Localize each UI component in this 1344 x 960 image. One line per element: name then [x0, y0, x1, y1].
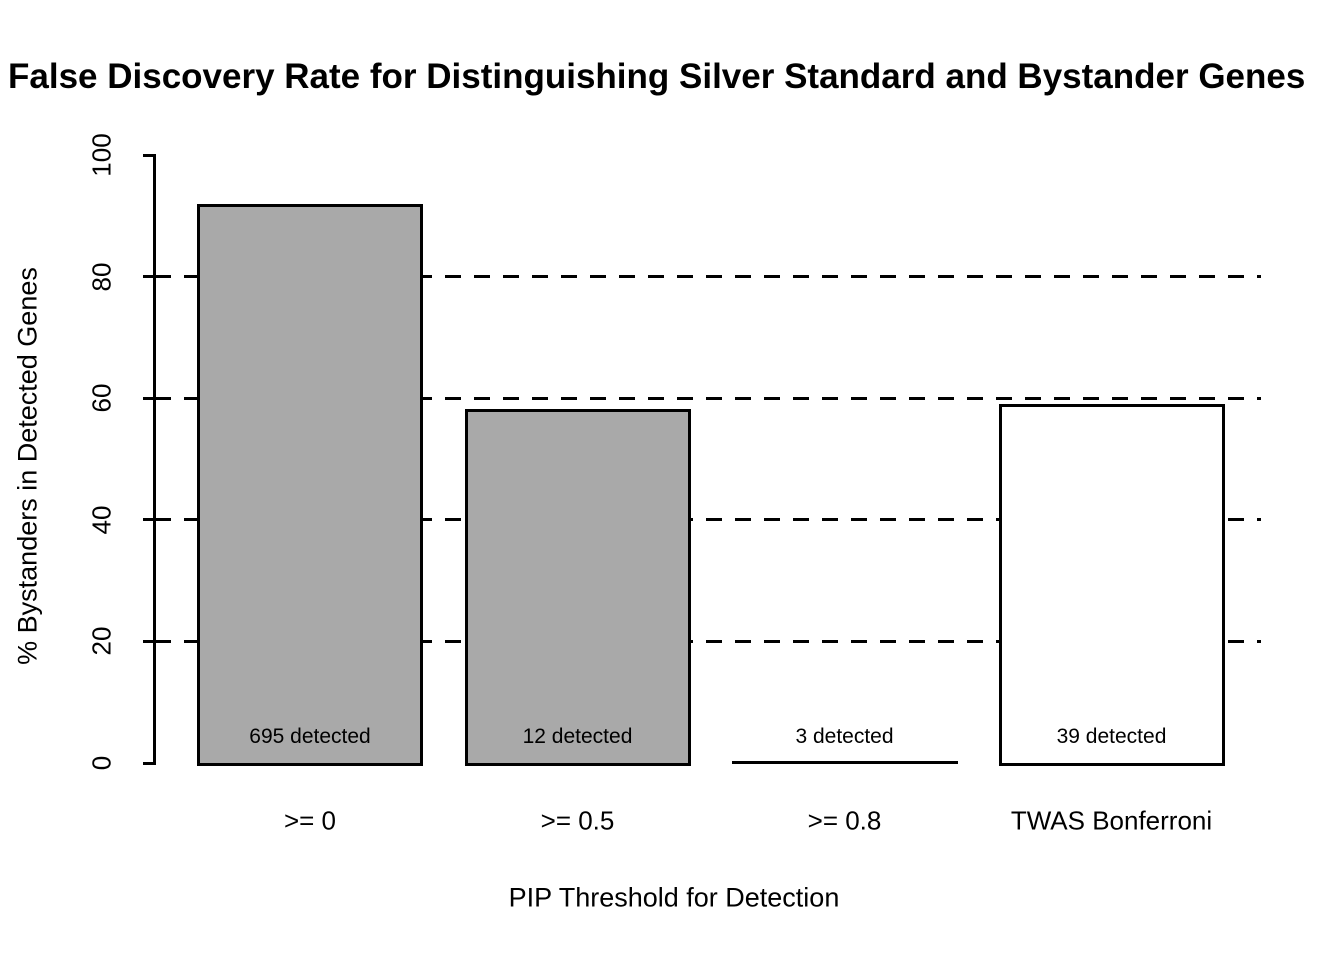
y-axis-line: [153, 153, 156, 765]
y-tick-20: [143, 639, 154, 643]
bar-count-label-0: 695 detected: [249, 725, 371, 748]
y-tick-label-0: 0: [86, 755, 117, 771]
bar-count-label-3: 39 detected: [1056, 725, 1167, 748]
y-tick-label-60: 60: [86, 383, 117, 413]
bar-count-label-2: 3 detected: [795, 725, 894, 748]
y-tick-label-20: 20: [86, 626, 117, 656]
x-axis-title: PIP Threshold for Detection: [508, 882, 840, 913]
chart-title: False Discovery Rate for Distinguishing …: [8, 57, 1306, 96]
y-tick-80: [143, 275, 154, 279]
y-tick-label-100: 100: [86, 133, 117, 177]
y-tick-label-40: 40: [86, 505, 117, 535]
gridline-80: [155, 275, 1261, 279]
x-category-label-0: >= 0: [283, 805, 337, 836]
bar-count-label-1: 12 detected: [522, 725, 633, 748]
y-axis-title: % Bystanders in Detected Genes: [12, 267, 43, 665]
y-tick-0: [143, 761, 154, 765]
gridline-60: [155, 396, 1261, 400]
bar-0: [197, 204, 423, 766]
bar-1: [464, 408, 691, 766]
x-category-label-1: >= 0.5: [540, 805, 615, 836]
bar-2: [731, 760, 958, 764]
y-tick-100: [143, 153, 154, 157]
x-category-label-2: >= 0.8: [807, 805, 882, 836]
y-tick-60: [143, 396, 154, 400]
y-tick-label-80: 80: [86, 262, 117, 292]
bar-3: [998, 404, 1225, 766]
y-tick-40: [143, 518, 154, 522]
gridline-40: [155, 518, 1261, 522]
gridline-20: [155, 639, 1261, 643]
x-category-label-3: TWAS Bonferroni: [1010, 805, 1213, 836]
